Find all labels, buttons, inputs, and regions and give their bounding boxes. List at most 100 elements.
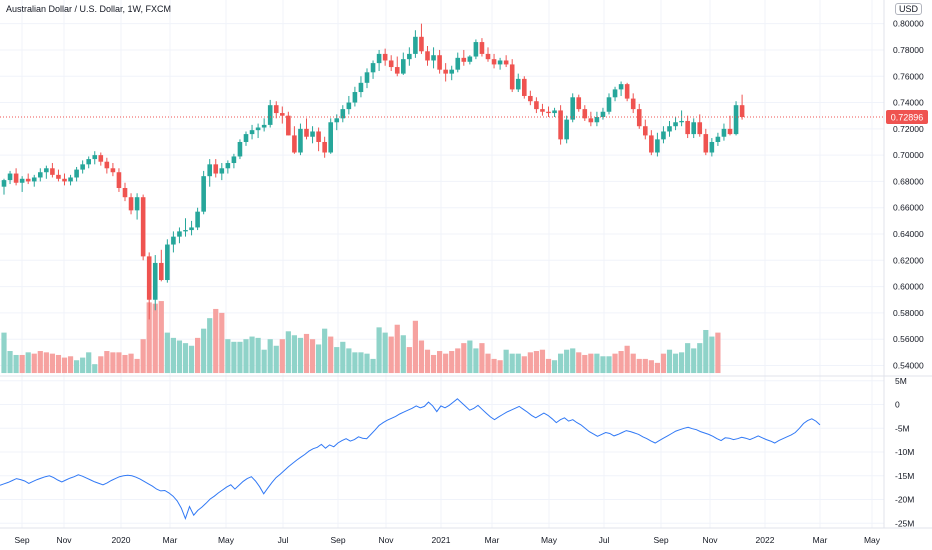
candle-body <box>171 236 176 245</box>
volume-bar <box>612 353 618 374</box>
candle-body <box>552 110 557 114</box>
volume-bar <box>394 324 400 374</box>
price-tick-label: 0.78000 <box>893 45 924 55</box>
candle-body <box>177 231 182 237</box>
candle-body <box>679 120 684 123</box>
candle-body <box>594 117 600 123</box>
time-tick-label: May <box>864 535 881 545</box>
volume-series <box>1 301 721 374</box>
volume-bar <box>660 353 667 374</box>
volume-bar <box>110 352 116 374</box>
candle-body <box>431 55 436 61</box>
time-axis: Sep Nov 2020 Mar May Jul Sep Nov 2021 Mar May Jul Se… <box>14 535 880 545</box>
candle-body <box>104 161 110 169</box>
volume-bar <box>679 352 685 374</box>
volume-bar <box>406 347 412 374</box>
candle-body <box>358 82 364 93</box>
indicator-tick-label: 0 <box>895 400 900 410</box>
volume-bar <box>170 337 176 374</box>
volume-bar <box>485 353 491 374</box>
volume-bar <box>364 353 370 374</box>
price-tick-label: 0.58000 <box>893 308 924 318</box>
candle-body <box>165 244 170 281</box>
candle-body <box>298 128 303 153</box>
candle-body <box>346 102 352 110</box>
volume-bar <box>455 348 461 374</box>
candle-body <box>697 122 703 135</box>
volume-bar <box>461 343 467 374</box>
volume-bar <box>55 354 62 374</box>
volume-bar <box>86 352 92 374</box>
volume-bar <box>201 328 207 374</box>
volume-bar <box>316 344 322 374</box>
volume-bar <box>685 343 691 374</box>
time-tick-label: Jul <box>278 535 289 545</box>
candle-body <box>497 60 503 65</box>
candle-body <box>243 134 249 142</box>
candle-body <box>618 84 624 90</box>
candle-body <box>382 53 388 61</box>
candle-body <box>122 188 128 198</box>
indicator-tick-label: -5M <box>895 423 910 433</box>
volume-bar <box>400 335 406 374</box>
volume-bar <box>152 303 158 374</box>
candle-body <box>624 84 630 99</box>
candle-body <box>267 105 273 125</box>
volume-bar <box>92 364 98 374</box>
candle-body <box>685 120 690 135</box>
volume-bar <box>382 332 388 374</box>
candle-body <box>159 262 164 281</box>
volume-bar <box>328 336 334 374</box>
candle-body <box>86 159 91 165</box>
candle-body <box>443 69 448 74</box>
volume-bar <box>509 353 515 374</box>
candle-body <box>564 119 569 140</box>
volume-bar <box>267 339 273 374</box>
indicator-axis: 5M 0 -5M -10M -15M -20M -25M <box>895 376 914 529</box>
volume-bar <box>479 343 485 374</box>
candle-body <box>473 42 479 57</box>
last-price-label: 0.72896 <box>891 113 924 123</box>
time-tick-label: May <box>218 535 235 545</box>
volume-bar <box>122 354 128 374</box>
candle-body <box>280 113 285 116</box>
candle-body <box>273 105 279 114</box>
volume-bar <box>539 349 546 374</box>
volume-bar <box>297 337 304 374</box>
volume-bar <box>412 320 418 374</box>
candle-body <box>134 197 140 211</box>
candle-body <box>183 230 188 232</box>
candle-body <box>225 163 231 169</box>
candle-body <box>340 109 346 119</box>
currency-badge[interactable]: USD <box>894 3 922 15</box>
time-tick-label: Mar <box>163 535 178 545</box>
candle-body <box>19 178 25 183</box>
volume-bar <box>558 353 564 374</box>
indicator-line <box>0 398 821 520</box>
price-tick-label: 0.66000 <box>893 203 924 213</box>
volume-bar <box>134 358 140 374</box>
candle-body <box>56 174 61 179</box>
volume-bar <box>195 337 201 374</box>
price-tick-label: 0.70000 <box>893 150 924 160</box>
time-tick-label: Mar <box>813 535 828 545</box>
candle-body <box>600 111 606 118</box>
price-tick-label: 0.76000 <box>893 71 924 81</box>
candle-body <box>213 164 219 174</box>
candle-body <box>370 63 376 73</box>
candle-body <box>394 67 400 74</box>
candle-body <box>231 156 237 164</box>
volume-bar <box>473 348 479 374</box>
volume-bar <box>358 352 364 374</box>
price-tick-label: 0.64000 <box>893 229 924 239</box>
volume-bar <box>418 340 425 374</box>
chart-title: Australian Dollar / U.S. Dollar, 1W, FXC… <box>6 4 172 14</box>
candle-body <box>286 115 291 136</box>
volume-bar <box>697 343 703 374</box>
volume-bar <box>207 318 213 374</box>
candle-body <box>709 141 715 153</box>
volume-bar <box>642 358 648 374</box>
candle-body <box>146 256 152 300</box>
candle-body <box>110 168 116 173</box>
